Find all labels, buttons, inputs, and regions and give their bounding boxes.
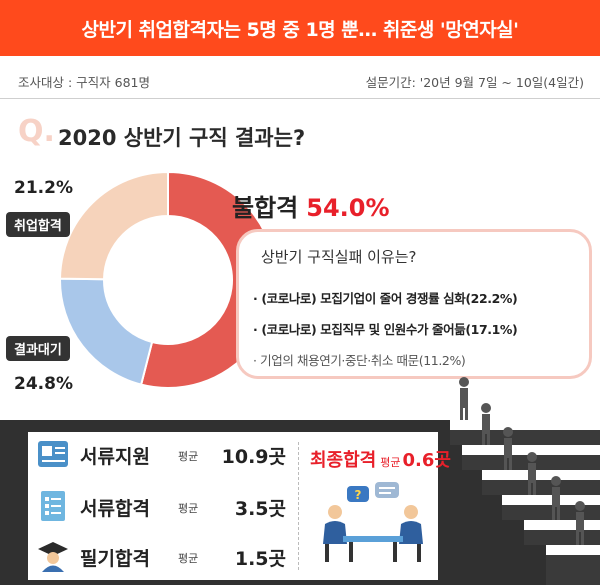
stat-label: 필기합격 xyxy=(80,548,150,570)
failure-reasons-box: 상반기 구직실패 이유는? (코로나로) 모집기업이 줄어 경쟁률 심화(22.… xyxy=(236,229,592,379)
stat-value: 3.5곳 xyxy=(234,498,286,520)
checklist-icon xyxy=(41,491,65,521)
stat-avg-label: 평균 xyxy=(178,450,199,463)
final-pass-label: 최종합격 xyxy=(310,450,377,471)
stats-divider xyxy=(298,442,299,570)
question-mark: Q. xyxy=(18,114,55,149)
stat-row-doc-passed: 서류합격 평균 3.5곳 xyxy=(28,486,288,526)
application-stats-card: 서류지원 평균 10.9곳 서류합격 평균 3.5곳 필기합격 평균 1.5곳 … xyxy=(28,432,451,580)
headline-title: 상반기 취업합격자는 5명 중 1명 뿐… 취준생 '망연자실' xyxy=(81,18,519,41)
survey-info: 조사대상 : 구직자 681명 설문기간: '20년 9월 7일 ~ 10일(4… xyxy=(0,72,600,99)
failure-reason-item: 기업의 채용연기·중단·취소 때문(11.2%) xyxy=(253,350,517,369)
failure-reasons-question: 상반기 구직실패 이유는? xyxy=(261,248,417,266)
employed-tag: 취업합격 xyxy=(6,212,70,237)
graduate-icon xyxy=(38,542,68,572)
donut-slice-3 xyxy=(58,170,169,281)
final-pass-value: 0.6곳 xyxy=(402,450,451,471)
employed-percent: 21.2% xyxy=(14,178,73,198)
final-pass-avg-label: 평균 xyxy=(380,456,401,469)
donut-slice-2 xyxy=(59,277,154,386)
stat-avg-label: 평균 xyxy=(178,552,199,565)
application-form-icon xyxy=(38,441,68,467)
stairs-people-illustration xyxy=(450,377,600,585)
headline-banner: 상반기 취업합격자는 5명 중 1명 뿐… 취준생 '망연자실' xyxy=(0,0,600,56)
stat-label: 서류지원 xyxy=(80,446,150,468)
stat-value: 1.5곳 xyxy=(234,548,286,570)
fail-heading: 불합격 54.0% xyxy=(232,188,390,223)
stat-label: 서류합격 xyxy=(80,498,150,520)
interview-icon: ? xyxy=(323,482,423,562)
stat-avg-label: 평균 xyxy=(178,502,199,515)
fail-label: 불합격 xyxy=(232,194,299,222)
pending-percent: 24.8% xyxy=(14,374,73,394)
final-pass-stat: 최종합격 평균 0.6곳 xyxy=(310,446,451,472)
failure-reason-item: (코로나로) 모집직무 및 인원수가 줄어듦(17.1%) xyxy=(253,319,517,338)
stat-row-applications: 서류지원 평균 10.9곳 xyxy=(28,434,288,474)
stat-value: 10.9곳 xyxy=(221,446,286,468)
survey-divider xyxy=(0,98,600,99)
fail-percent: 54.0% xyxy=(306,194,390,222)
pending-tag: 결과대기 xyxy=(6,336,70,361)
stat-row-written-passed: 필기합격 평균 1.5곳 xyxy=(28,536,288,576)
failure-reasons-list: (코로나로) 모집기업이 줄어 경쟁률 심화(22.2%) (코로나로) 모집직… xyxy=(253,288,518,381)
question-title: 2020 상반기 구직 결과는? xyxy=(58,126,306,150)
svg-text:?: ? xyxy=(355,488,362,502)
failure-reason-item: (코로나로) 모집기업이 줄어 경쟁률 심화(22.2%) xyxy=(253,288,517,307)
survey-period: 설문기간: '20년 9월 7일 ~ 10일(4일간) xyxy=(365,75,584,90)
survey-target: 조사대상 : 구직자 681명 xyxy=(18,75,150,90)
